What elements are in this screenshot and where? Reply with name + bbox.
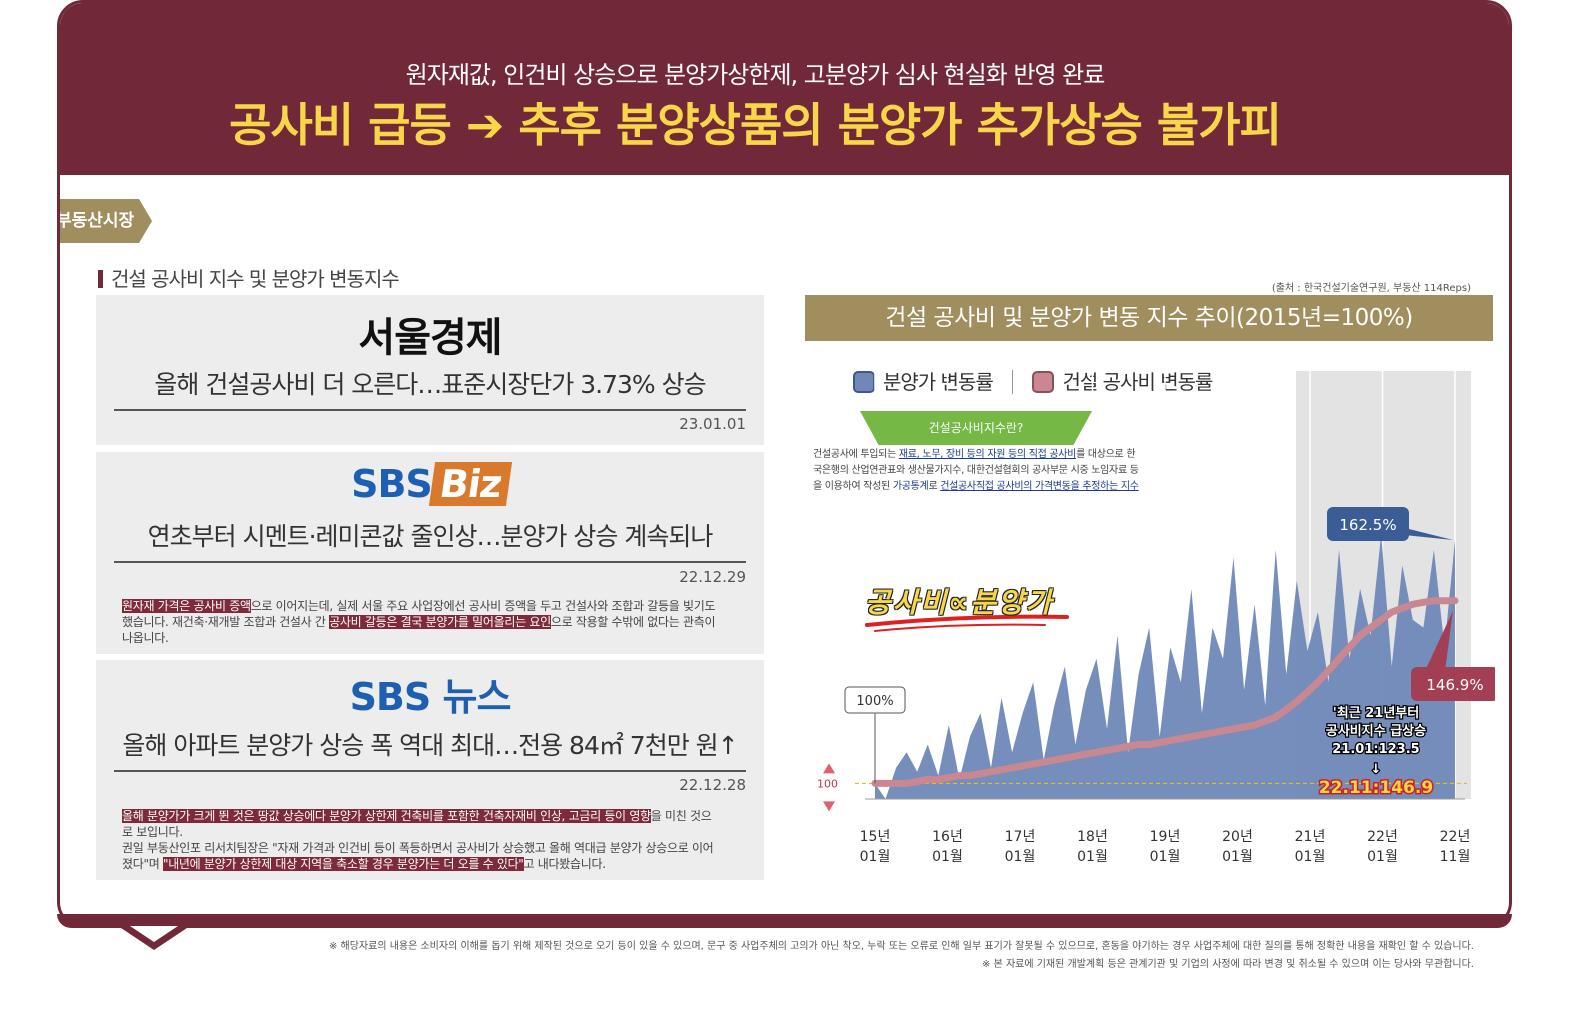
- highlight: 올해 분양가가 크게 뛴 것은 땅값 상승에다 분양가 상한제 건축비를 포함한…: [122, 809, 651, 823]
- section-title: 건설 공사비 지수 및 분양가 변동지수: [98, 263, 400, 292]
- x-tick-month: 11월: [1440, 849, 1471, 865]
- sbs-logo-text: SBS: [349, 675, 432, 719]
- highlight: 원자재 가격은 공사비 증액: [122, 599, 251, 613]
- note-line-3: 21.01:123.5: [1332, 742, 1419, 757]
- news-logo-text: 뉴스: [442, 675, 512, 719]
- speech-tail-inner: [130, 926, 178, 942]
- x-tick-month: 01월: [932, 849, 963, 865]
- sbs-biz-logo: SBS Biz: [96, 462, 764, 506]
- x-tick-year: 17년: [1005, 829, 1036, 845]
- x-tick-year: 22년: [1367, 829, 1398, 845]
- x-tick-month: 01월: [1150, 849, 1181, 865]
- sbs-news-logo: SBS 뉴스: [96, 666, 764, 721]
- formula-label: 공사비∝분양가: [865, 586, 1054, 619]
- note-line-1: '최근 21년부터: [1333, 705, 1419, 721]
- info-underline: 건설공사직접 공사비의 가격변동을 추정하는 지수: [940, 481, 1139, 492]
- start-callout-box: [844, 686, 906, 714]
- info-text-part: 가공통계: [892, 481, 929, 492]
- header-headline: 공사비 급등 ➔ 추후 분양상품의 분양가 추가상승 불가피: [229, 98, 1282, 152]
- info-text-part: 를 대상으로 한국은행의 산업연관표와 생산물가지수, 대한건설협회의 공사부문…: [813, 449, 1139, 492]
- legend-swatch-cost: [1032, 371, 1055, 393]
- x-tick-year: 18년: [1077, 829, 1108, 845]
- header-subtitle: 원자재값, 인건비 상승으로 분양가상한제, 고분양가 심사 현실화 반영 완료: [405, 61, 1106, 89]
- cost-callout-box: [1411, 667, 1495, 701]
- x-tick-year: 21년: [1295, 829, 1326, 845]
- baseline-label: 100: [817, 777, 838, 790]
- news-body: 원자재 가격은 공사비 증액으로 이어지는데, 실제 서울 주요 사업장에선 공…: [122, 598, 722, 646]
- start-callout-label: 100%: [856, 694, 893, 709]
- apt-price-area: [875, 534, 1455, 799]
- news-date: 23.01.01: [679, 415, 746, 433]
- note-line-2: 공사비지수 급상승: [1326, 723, 1426, 739]
- news-date: 22.12.29: [679, 568, 746, 586]
- legend-label-cost: 건설 공사비 변동률: [1062, 370, 1213, 394]
- x-tick-year: 22년: [1440, 829, 1471, 845]
- legend-label-apt: 분양가 변동률: [883, 370, 994, 394]
- info-text-part: 로: [928, 481, 941, 492]
- apt-callout-label: 162.5%: [1339, 516, 1396, 534]
- legend-divider: [1012, 370, 1014, 394]
- footer-disclaimer-2: ※ 본 자료에 기재된 개발계획 등은 관계기관 및 기업의 사정에 따라 변경…: [982, 959, 1474, 970]
- news-card-sbs-news: SBS 뉴스 올해 아파트 분양가 상승 폭 역대 최대…전용 84㎡ 7천만 …: [96, 660, 764, 880]
- body-text: 고 내다봤습니다.: [523, 857, 607, 871]
- info-text: 건설공사에 투입되는 재료, 노무, 장비 등의 자원 등의 직접 공사비를 대…: [813, 447, 1143, 495]
- footer-disclaimer-1: ※ 해당자료의 내용은 소비자의 이해를 돕기 위해 제작된 것으로 오기 등이…: [328, 941, 1474, 952]
- formula-underline: [865, 614, 1069, 627]
- x-tick-year: 15년: [860, 829, 891, 845]
- note-arrow-icon: ↓: [1371, 762, 1382, 777]
- x-tick-month: 01월: [1295, 849, 1326, 865]
- down-arrow-icon: [823, 801, 835, 812]
- biz-logo-text: Biz: [428, 462, 512, 506]
- news-title: 연초부터 시멘트·레미콘값 줄인상…분양가 상승 계속되나: [114, 517, 746, 563]
- x-tick-month: 01월: [1077, 849, 1108, 865]
- news-card-seoul-economy: 서울경제 올해 건설공사비 더 오른다…표준시장단가 3.73% 상승 23.0…: [96, 295, 764, 445]
- cost-callout-label: 146.9%: [1426, 676, 1483, 694]
- news-title: 올해 건설공사비 더 오른다…표준시장단가 3.73% 상승: [114, 365, 746, 411]
- x-tick-month: 01월: [860, 849, 891, 865]
- header-banner: 원자재값, 인건비 상승으로 분양가상한제, 고분양가 심사 현실화 반영 완료…: [60, 3, 1509, 175]
- highlight: 공사비 갈등은 결국 분양가를 밀어올리는 요인: [329, 615, 551, 629]
- news-body: 올해 분양가가 크게 뛴 것은 땅값 상승에다 분양가 상한제 건축비를 포함한…: [122, 808, 722, 872]
- news-date: 22.12.28: [679, 776, 746, 794]
- body-text: 으로 작용할 수밖에 없다는 관측이 나옵니다.: [122, 615, 716, 645]
- up-arrow-icon: [823, 763, 835, 774]
- chart-source: (출처 : 한국건설기술연구원, 부동산 114Reps): [1271, 283, 1471, 294]
- body-text: 으로 이어지는데, 실제 서울 주요 사업장에선 공사비 증액을 두고 건설사와…: [122, 599, 716, 629]
- body-text: 권일 부동산인포 리서치팀장은 "자재 가격과 인건비 등이 폭등하면서 공사비…: [122, 841, 714, 871]
- tag-fold: [57, 243, 58, 253]
- x-tick-month: 01월: [1367, 849, 1398, 865]
- frame-bottom-bar: [57, 914, 1512, 928]
- apt-callout-box: [1327, 507, 1409, 541]
- sbs-logo-text: SBS: [351, 462, 433, 506]
- news-title: 올해 아파트 분양가 상승 폭 역대 최대…전용 84㎡ 7천만 원↑: [114, 726, 746, 772]
- info-text-part: 건설공사에 투입되는: [813, 449, 899, 460]
- body-text: 을 미친 것으로 보입니다.: [122, 809, 712, 839]
- content-frame: 원자재값, 인건비 상승으로 분양가상한제, 고분양가 심사 현실화 반영 완료…: [57, 0, 1512, 928]
- info-badge: 건설공사비지수란?: [860, 411, 1092, 445]
- x-tick-year: 20년: [1222, 829, 1253, 845]
- x-tick-month: 01월: [1005, 849, 1036, 865]
- highlight: "내년에 분양가 상한제 대상 지역을 축소할 경우 분양가는 더 오를 수 있…: [162, 857, 524, 871]
- cost-index-line: [871, 597, 1459, 787]
- category-tag: 부동산시장: [60, 199, 152, 243]
- x-tick-month: 01월: [1222, 849, 1253, 865]
- note-value: 22.11:146.9: [1319, 778, 1433, 798]
- formula-underline-2: [874, 623, 1046, 632]
- chart-title: 건설 공사비 및 분양가 변동 지수 추이(2015년=100%): [805, 295, 1493, 341]
- x-tick-year: 19년: [1150, 829, 1181, 845]
- legend-swatch-apt: [853, 371, 875, 393]
- chart-legend: 분양가 변동률 건설 공사비 변동률: [853, 366, 1213, 395]
- info-underline: 재료, 노무, 장비 등의 자원 등의 직접 공사비: [898, 449, 1077, 460]
- index-chart: 100 15년 01월 16년 01월 17년 01월 18년 01월 19년 01월 20년 01월 2…: [817, 371, 1495, 865]
- x-tick-year: 16년: [932, 829, 963, 845]
- news-card-sbs-biz: SBS Biz 연초부터 시멘트·레미콘값 줄인상…분양가 상승 계속되나 22.…: [96, 452, 764, 654]
- seoul-economy-logo: 서울경제: [358, 315, 502, 361]
